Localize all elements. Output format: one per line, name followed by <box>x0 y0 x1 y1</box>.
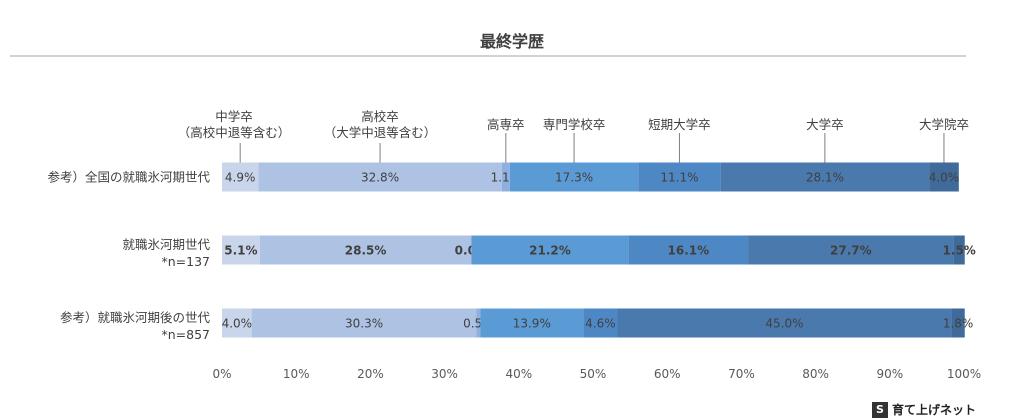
x-tick-label: 0% <box>212 367 231 381</box>
bar-segment <box>951 308 965 338</box>
x-tick-label: 60% <box>654 367 681 381</box>
bar-segment <box>258 162 502 192</box>
data-label: 28.5% <box>345 244 387 258</box>
data-label: 27.7% <box>830 244 872 258</box>
x-tick-label: 30% <box>431 367 458 381</box>
bar-segment <box>617 308 952 338</box>
bar-segment <box>583 308 618 338</box>
category-sublabel: *n=137 <box>161 254 210 269</box>
data-label: 4.6% <box>585 317 616 331</box>
legend-label-line2: （大学中退等含む） <box>324 125 437 140</box>
data-label: 45.0% <box>765 317 803 331</box>
data-label: 1.8% <box>943 317 974 331</box>
data-label: 28.1% <box>806 171 844 185</box>
data-label: 4.0% <box>929 171 960 185</box>
x-tick-label: 100% <box>947 367 981 381</box>
bar-segment <box>222 235 260 265</box>
logo-text: 育て上げネット <box>891 403 976 417</box>
x-tick-label: 90% <box>876 367 903 381</box>
bar-segment <box>471 235 629 265</box>
x-tick-label: 40% <box>505 367 532 381</box>
bar-segment <box>222 162 259 192</box>
bar-segment <box>251 308 477 338</box>
bar-segment <box>501 162 510 192</box>
data-label: 13.9% <box>513 317 551 331</box>
data-label: 17.3% <box>555 171 593 185</box>
x-tick-label: 20% <box>357 367 384 381</box>
legend-label: 高校卒 <box>361 109 399 124</box>
legend-label: 大学院卒 <box>919 117 969 132</box>
category-label: 参考）就職氷河期後の世代 <box>60 310 211 325</box>
data-label: 21.2% <box>529 244 571 258</box>
bar-segment <box>748 235 954 265</box>
bar-segment <box>929 162 959 192</box>
data-label: 30.3% <box>345 317 383 331</box>
legend-label: 短期大学卒 <box>648 117 711 132</box>
legend-label: 大学卒 <box>806 117 844 132</box>
bar-segment <box>638 162 721 192</box>
data-label: 1.5% <box>943 244 976 258</box>
category-sublabel: *n=857 <box>161 327 210 342</box>
x-tick-label: 10% <box>283 367 310 381</box>
bar-segment <box>720 162 930 192</box>
bar-segment <box>509 162 639 192</box>
watermark-logo: S 育て上げネット <box>871 401 976 418</box>
category-label: 就職氷河期世代 <box>122 237 210 252</box>
data-label: 32.8% <box>361 171 399 185</box>
bar-segment <box>480 308 584 338</box>
x-tick-label: 80% <box>802 367 829 381</box>
data-label: 11.1% <box>660 171 698 185</box>
data-label: 5.1% <box>224 244 257 258</box>
logo-mark: S <box>871 401 888 418</box>
bar-segment <box>476 308 481 338</box>
bar-segment <box>953 235 965 265</box>
data-label: 4.0% <box>222 317 253 331</box>
bar-segment <box>222 308 252 338</box>
legend-label: 中学卒 <box>215 109 253 124</box>
chart-title: 最終学歴 <box>480 32 544 51</box>
bar-segment <box>259 235 472 265</box>
x-tick-label: 70% <box>728 367 755 381</box>
legend-label-line2: （高校中退等含む） <box>178 125 291 140</box>
data-label: 4.9% <box>225 171 256 185</box>
category-label: 参考）全国の就職氷河期世代 <box>47 170 210 185</box>
x-tick-label: 50% <box>580 367 607 381</box>
legend-label: 高専卒 <box>487 117 525 132</box>
legend-label: 専門学校卒 <box>543 117 606 132</box>
bar-segment <box>628 235 749 265</box>
data-label: 16.1% <box>668 244 710 258</box>
